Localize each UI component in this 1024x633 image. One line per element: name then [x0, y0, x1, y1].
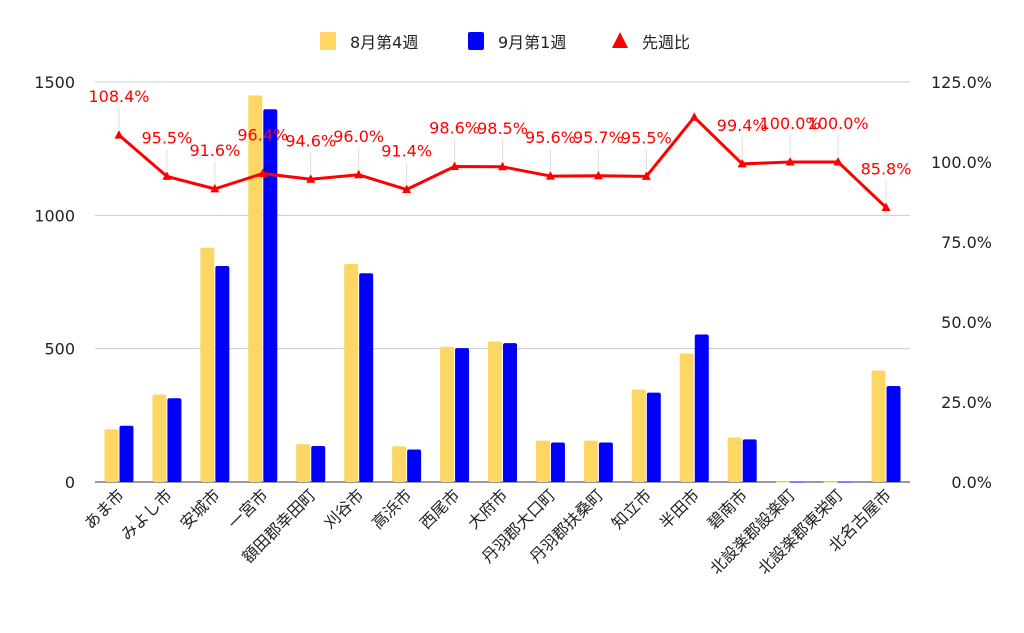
legend-swatch — [468, 32, 484, 50]
legend-swatch — [320, 32, 336, 50]
legend-triangle-icon — [612, 32, 628, 48]
ratio-data-label: 95.7% — [573, 128, 624, 147]
category-tick-label: 刈谷市 — [320, 485, 367, 532]
category-tick-label: 西尾市 — [416, 485, 463, 532]
ratio-point[interactable] — [498, 161, 507, 171]
bar-week-aug4[interactable] — [392, 446, 407, 482]
bar-week-aug4[interactable] — [344, 263, 359, 482]
ratio-data-label: 99.4% — [717, 116, 768, 135]
bar-week-aug4[interactable] — [200, 247, 215, 482]
bar-week-aug4[interactable] — [775, 481, 790, 483]
y-right-tick-label: 0.0% — [951, 473, 992, 492]
ratio-data-label: 95.6% — [525, 128, 576, 147]
ratio-data-label: 98.5% — [477, 119, 528, 138]
y-right-tick-label: 100.0% — [931, 153, 992, 172]
bar-week-aug4[interactable] — [248, 95, 263, 482]
category-tick-label: 高浜市 — [368, 485, 415, 532]
ratio-data-label: 95.5% — [141, 128, 192, 147]
y-right-tick-label: 75.0% — [941, 233, 992, 252]
ratio-point[interactable] — [785, 157, 795, 166]
ratio-data-label: 100.0% — [808, 114, 869, 133]
bar-week-aug4[interactable] — [440, 346, 455, 482]
y-left-tick-label: 1000 — [34, 206, 75, 225]
y-left-tick-label: 1500 — [34, 73, 75, 92]
ratio-point[interactable] — [210, 183, 220, 193]
ratio-point[interactable] — [162, 171, 172, 180]
bar-week-sep1[interactable] — [742, 439, 757, 482]
ratio-point[interactable] — [881, 202, 891, 211]
legend[interactable]: 8月第4週 9月第1週 先週比 — [320, 32, 690, 52]
bar-week-sep1[interactable] — [503, 343, 517, 482]
bar-week-aug4[interactable] — [871, 370, 886, 482]
ratio-data-label: 96.0% — [333, 127, 384, 146]
bar-week-sep1[interactable] — [407, 449, 422, 482]
bar-week-aug4[interactable] — [823, 481, 838, 483]
bar-week-sep1[interactable] — [311, 446, 326, 482]
bar-week-aug4[interactable] — [631, 389, 646, 482]
ratio-data-label: 96.4% — [237, 126, 288, 145]
ratio-point[interactable] — [354, 169, 364, 179]
ratio-point[interactable] — [258, 168, 268, 178]
ratio-data-label: 95.5% — [621, 128, 672, 147]
ratio-data-label: 91.6% — [189, 141, 240, 160]
bar-week-sep1[interactable] — [790, 481, 805, 483]
category-tick-label: 半田市 — [656, 485, 703, 532]
ratio-point[interactable] — [114, 130, 124, 139]
ratio-point[interactable] — [545, 171, 555, 180]
y-left-tick-label: 500 — [44, 340, 75, 359]
ratio-line-series — [114, 112, 891, 211]
ratio-point[interactable] — [833, 157, 843, 166]
bar-week-aug4[interactable] — [535, 440, 550, 482]
category-tick-label: 安城市 — [176, 485, 223, 532]
bar-week-sep1[interactable] — [263, 109, 278, 482]
bar-week-sep1[interactable] — [359, 273, 374, 482]
bar-week-sep1[interactable] — [838, 481, 853, 483]
axes: 0 500 1000 1500 0.0% 25.0% 50.0% 75.0% 100.0% 125… — [34, 73, 992, 578]
legend-label[interactable]: 9月第1週 — [498, 33, 566, 52]
bar-week-sep1[interactable] — [455, 348, 470, 482]
ratio-point[interactable] — [593, 170, 603, 180]
ratio-data-label: 98.6% — [429, 118, 480, 137]
bar-week-aug4[interactable] — [679, 353, 694, 482]
ratio-data-labels: 108.4%95.5%91.6%96.4%94.6%96.0%91.4%98.6… — [88, 87, 912, 202]
category-tick-label: 知立市 — [608, 485, 655, 532]
bar-week-sep1[interactable] — [550, 442, 565, 482]
bar-week-aug4[interactable] — [296, 444, 311, 482]
category-tick-label: 北設楽郡東栄町 — [754, 485, 847, 578]
legend-label[interactable]: 先週比 — [642, 33, 690, 52]
y-left-tick-label: 0 — [65, 473, 75, 492]
ratio-point[interactable] — [402, 184, 412, 194]
ratio-data-label: 94.6% — [285, 131, 336, 150]
bar-week-sep1[interactable] — [886, 386, 901, 482]
bar-week-aug4[interactable] — [104, 429, 119, 482]
category-tick-label: みよし市 — [117, 485, 176, 544]
legend-label[interactable]: 8月第4週 — [350, 33, 418, 52]
y-right-tick-label: 50.0% — [941, 313, 992, 332]
bar-series — [104, 95, 901, 483]
ratio-point[interactable] — [641, 171, 651, 180]
bar-week-sep1[interactable] — [167, 398, 182, 482]
bar-week-aug4[interactable] — [727, 437, 742, 482]
ratio-point[interactable] — [306, 174, 316, 183]
y-right-tick-label: 125.0% — [931, 73, 992, 92]
category-tick-label: 北設楽郡設楽町 — [706, 485, 799, 578]
ratio-data-label: 100.0% — [760, 114, 821, 133]
ratio-point[interactable] — [450, 161, 460, 170]
bar-week-sep1[interactable] — [215, 266, 230, 482]
ratio-data-label: 85.8% — [861, 159, 912, 178]
bar-week-sep1[interactable] — [598, 442, 613, 482]
grid-lines — [95, 81, 910, 483]
bar-week-aug4[interactable] — [488, 341, 502, 482]
bar-week-sep1[interactable] — [646, 392, 661, 482]
bar-week-sep1[interactable] — [119, 425, 134, 482]
bar-week-sep1[interactable] — [694, 334, 709, 482]
bar-week-aug4[interactable] — [152, 394, 167, 482]
y-right-tick-label: 25.0% — [941, 393, 992, 412]
ratio-point[interactable] — [689, 112, 699, 121]
ratio-point[interactable] — [737, 158, 747, 168]
ratio-data-label: 91.4% — [381, 142, 432, 161]
ratio-data-label: 108.4% — [88, 87, 149, 106]
bar-week-aug4[interactable] — [583, 440, 598, 482]
